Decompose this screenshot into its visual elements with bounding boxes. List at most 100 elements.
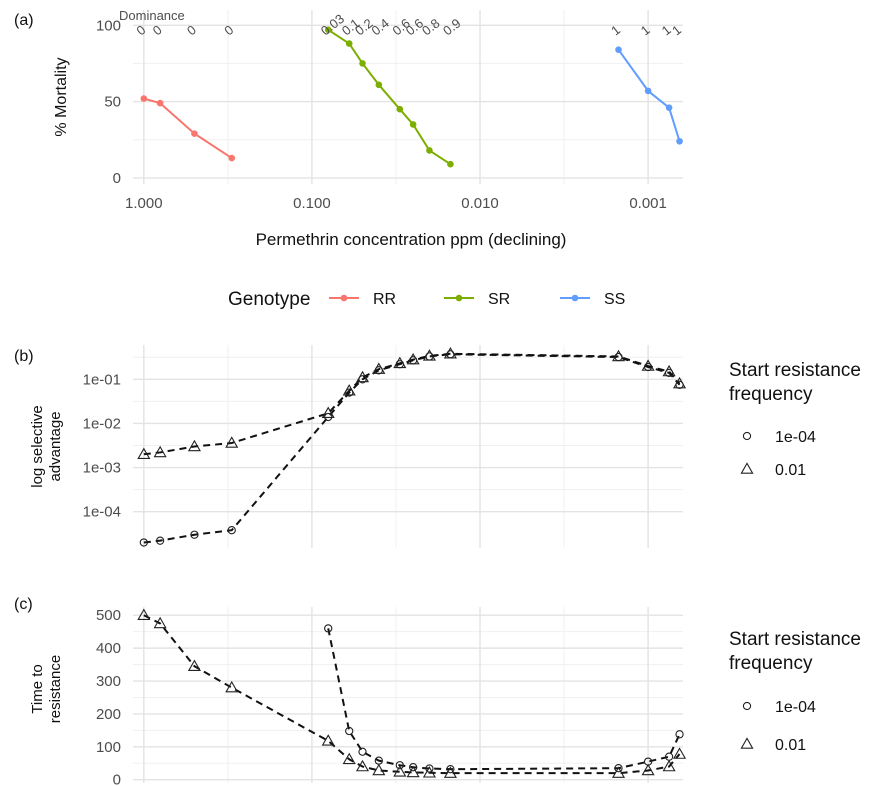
c-y-tick-label: 0 — [113, 772, 121, 786]
c-point-1e-04 — [675, 730, 684, 739]
dominance-label: 0 — [221, 22, 236, 38]
c-y-tick-label: 400 — [96, 640, 121, 657]
a-x-tick-label: 0.001 — [629, 195, 667, 212]
b-y-tick-label: 1e-04 — [83, 504, 121, 521]
b-point-0.01 — [187, 439, 201, 452]
c-legend-key-0.01 — [740, 737, 754, 749]
legend-swatch-dot-SR — [455, 294, 463, 302]
b-legend-label-0.01: 0.01 — [775, 462, 806, 479]
c-point-0.01 — [611, 766, 626, 778]
dominance-label: 1 — [608, 22, 623, 38]
c-point-0.01 — [422, 766, 436, 778]
b-point-0.01 — [137, 447, 151, 460]
b-point-0.01 — [422, 349, 436, 361]
c-point-1e-04 — [446, 765, 455, 774]
dominance-title: Dominance — [119, 8, 185, 23]
a-point-SR — [409, 121, 417, 128]
c-point-0.01 — [641, 763, 655, 776]
genotype-legend: Genotype RR SR SS — [228, 289, 625, 310]
a-point-SR — [447, 160, 454, 168]
c-point-0.01 — [225, 680, 239, 693]
dominance-label: 0.8 — [419, 15, 442, 38]
panel-c-label: (c) — [14, 596, 33, 613]
c-point-1e-04 — [345, 726, 354, 736]
panel-b-label: (b) — [14, 348, 34, 365]
panel-b: 1e-04 1e-03 1e-02 1e-01 (b) log selectiveadva… — [14, 345, 687, 548]
a-point-SS — [644, 87, 652, 95]
c-point-0.01 — [443, 766, 457, 778]
c-point-0.01 — [662, 759, 676, 772]
dominance-label: 1 — [669, 22, 684, 38]
legend-swatch-dot-RR — [340, 294, 348, 302]
b-point-0.01 — [355, 370, 370, 383]
b-point-1e-04 — [358, 375, 367, 384]
a-x-tick-label: 0.010 — [461, 195, 499, 212]
a-point-SS — [676, 137, 683, 145]
b-point-0.01 — [641, 359, 655, 371]
legend-label-RR: RR — [373, 291, 396, 308]
legend-label-SR: SR — [488, 291, 510, 308]
b-point-0.01 — [393, 356, 407, 369]
a-series-line-SS — [617, 49, 681, 142]
a-y-tick-label: 0 — [113, 170, 121, 187]
c-y-axis-title: Time toresistance — [29, 655, 64, 723]
c-point-0.01 — [355, 759, 370, 772]
b-point-0.01 — [406, 352, 420, 365]
c-legend-label-0.01: 0.01 — [775, 737, 806, 754]
c-point-1e-04 — [408, 763, 418, 772]
b-legend-key-1e-04 — [742, 431, 752, 441]
c-point-0.01 — [372, 763, 386, 776]
c-legend-title: Start resistance frequency — [729, 629, 861, 674]
b-point-0.01 — [153, 445, 167, 458]
legend-title: Genotype — [228, 289, 310, 310]
a-y-tick-label: 50 — [104, 94, 121, 111]
c-y-tick-label: 100 — [96, 739, 121, 756]
c-legend: Start resistance frequency 1e-04 0.01 — [729, 629, 861, 754]
b-legend: Start resistance frequency 1e-04 0.01 — [729, 360, 861, 479]
b-point-1e-04 — [227, 526, 236, 535]
a-point-RR — [156, 99, 164, 107]
panel-c: 0 100 200 300 400 500 (c) Time toresistance — [14, 596, 687, 786]
c-point-0.01 — [321, 734, 335, 746]
dominance-label: 0 — [133, 22, 148, 38]
a-point-SR — [345, 40, 353, 47]
c-point-0.01 — [393, 765, 407, 777]
b-point-0.01 — [342, 384, 356, 396]
b-point-1e-04 — [190, 530, 199, 539]
a-point-SS — [665, 104, 673, 111]
dominance-label: 0.9 — [440, 15, 463, 38]
a-x-axis-title: Permethrin concentration ppm (declining) — [256, 230, 567, 249]
a-point-SR — [375, 81, 383, 89]
a-point-SR — [396, 105, 404, 113]
a-x-tick-label: 0.100 — [293, 195, 331, 212]
b-series-line-0.01 — [143, 352, 681, 456]
legend-label-SS: SS — [604, 291, 625, 308]
b-point-0.01 — [611, 349, 626, 362]
c-point-0.01 — [406, 765, 420, 778]
a-point-SR — [426, 147, 433, 154]
legend-swatch-dot-SS — [571, 294, 579, 302]
c-legend-key-1e-04 — [742, 701, 752, 711]
b-point-0.01 — [321, 406, 335, 419]
b-point-0.01 — [443, 347, 457, 359]
c-point-0.01 — [137, 608, 151, 620]
b-point-1e-04 — [345, 388, 354, 397]
c-series-line-1e-04 — [327, 628, 681, 771]
c-y-tick-label: 300 — [96, 673, 121, 690]
c-legend-label-1e-04: 1e-04 — [775, 699, 816, 716]
b-legend-key-0.01 — [740, 462, 754, 474]
b-y-tick-label: 1e-02 — [83, 415, 121, 432]
c-point-1e-04 — [395, 761, 404, 770]
dominance-label: 0 — [184, 22, 199, 38]
panel-a-label: (a) — [14, 12, 34, 29]
dominance-label: 1 — [638, 22, 653, 38]
a-x-tick-label: 1.000 — [125, 195, 163, 212]
c-point-0.01 — [187, 659, 201, 671]
a-series-line-SR — [327, 29, 451, 165]
b-point-1e-04 — [139, 538, 148, 547]
b-legend-label-1e-04: 1e-04 — [775, 429, 816, 446]
b-y-tick-label: 1e-03 — [83, 460, 121, 477]
a-point-RR — [191, 130, 198, 137]
